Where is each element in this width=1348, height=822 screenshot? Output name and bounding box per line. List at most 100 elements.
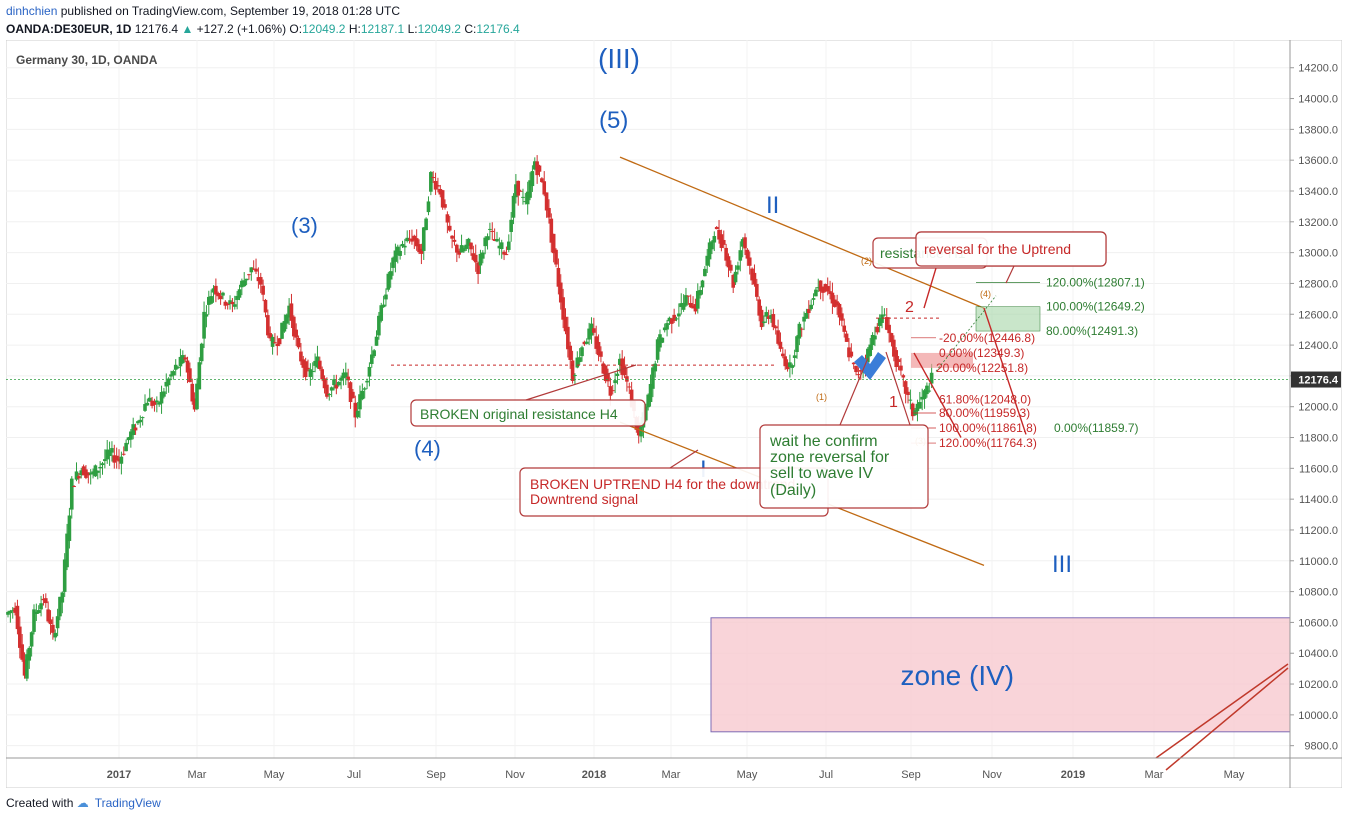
candle-body — [426, 201, 431, 213]
candle-body — [738, 250, 743, 261]
candle-body — [103, 459, 107, 462]
candle-body — [393, 250, 398, 262]
chart-area[interactable]: zone (IV) 120.00%(12807.1) 100.00%(12649.… — [5, 39, 1343, 789]
candle-body — [499, 242, 504, 250]
high-value: 12187.1 — [360, 22, 405, 36]
author-link[interactable]: dinhchien — [6, 4, 58, 18]
candle-body — [790, 365, 795, 368]
candle-body — [719, 234, 724, 248]
fib-level-label: -20.00%(12446.8) — [939, 331, 1035, 345]
candle-body — [757, 299, 761, 316]
candle-body — [736, 265, 740, 270]
candle-body — [384, 294, 388, 300]
candle-body — [764, 312, 769, 317]
candle-body — [214, 285, 218, 295]
candle-body — [464, 244, 469, 249]
candle-body — [204, 314, 209, 317]
x-tick-label: 2019 — [1061, 769, 1085, 781]
candle-body — [65, 533, 69, 568]
candle-body — [653, 363, 658, 372]
candle-body — [733, 271, 738, 283]
tradingview-link[interactable]: TradingView — [94, 796, 161, 810]
candle-body — [74, 471, 79, 480]
candle-body — [147, 397, 152, 402]
candle-body — [563, 316, 568, 332]
candle-body — [589, 323, 594, 336]
callout-wait-confirm — [759, 424, 929, 509]
candle-body — [922, 390, 927, 399]
last-price-label: 12176.4 — [1298, 375, 1339, 387]
candle-body — [537, 165, 542, 172]
candle-body — [374, 336, 379, 346]
candle-body — [688, 302, 693, 308]
candle-body — [544, 192, 549, 211]
candle-body — [114, 455, 119, 461]
candle-body — [627, 386, 632, 388]
candle-body — [221, 292, 225, 296]
candle-body — [875, 326, 880, 333]
candle-body — [235, 295, 239, 300]
candle-body — [528, 180, 532, 198]
candle-body — [844, 333, 849, 342]
candle-body — [509, 219, 513, 232]
candle-body — [540, 178, 544, 183]
candle-body — [369, 354, 374, 364]
candle-body — [816, 287, 821, 289]
candle-body — [358, 394, 362, 410]
candle-body — [570, 360, 575, 381]
candle-body — [244, 278, 249, 281]
candle-body — [62, 559, 67, 592]
candle-body — [910, 403, 915, 417]
x-tick-label: Jul — [819, 769, 833, 781]
candle-body — [821, 287, 825, 293]
candle-body — [398, 250, 402, 256]
fib-level-label: 20.00%(12251.8) — [936, 361, 1028, 375]
candle-body — [459, 245, 464, 253]
candle-body — [731, 274, 736, 288]
candle-body — [121, 453, 126, 455]
candle-body — [419, 248, 424, 254]
candle-body — [429, 172, 433, 192]
candle-body — [296, 337, 301, 348]
price-chart[interactable]: zone (IV) 120.00%(12807.1) 100.00%(12649.… — [5, 39, 1343, 789]
candle-body — [471, 253, 476, 260]
candle-body — [769, 315, 773, 319]
candle-body — [386, 273, 391, 290]
candle-body — [202, 311, 206, 339]
candle-body — [332, 379, 336, 386]
zone-trend-line — [1165, 667, 1289, 771]
candle-body — [740, 239, 745, 247]
candle-body — [15, 605, 20, 630]
callout-sell-text: sell to wave IV — [770, 465, 873, 482]
candle-body — [188, 368, 192, 383]
candle-body — [672, 314, 676, 321]
y-tick-label: 10000.0 — [1298, 710, 1338, 722]
candle-body — [809, 304, 813, 310]
x-tick-label: 2018 — [582, 769, 606, 781]
open-value: 12049.2 — [302, 22, 346, 36]
candle-body — [755, 283, 759, 297]
candle-body — [615, 373, 620, 376]
candle-body — [13, 607, 17, 613]
fib-red-zone — [911, 352, 973, 368]
x-tick-label: Sep — [901, 769, 921, 781]
fib-level-label: 80.00%(12491.3) — [1046, 324, 1138, 338]
candle-body — [530, 171, 535, 187]
candle-body — [320, 369, 324, 380]
candle-body — [644, 406, 648, 421]
candle-body — [601, 363, 606, 374]
candle-body — [492, 239, 497, 241]
candle-body — [289, 303, 294, 321]
candle-body — [145, 402, 150, 406]
candle-body — [551, 233, 556, 254]
candle-body — [592, 328, 596, 333]
callout-pointer — [669, 449, 699, 469]
candle-body — [693, 304, 698, 312]
candle-body — [525, 191, 530, 205]
candle-body — [502, 251, 506, 255]
candle-body — [662, 327, 667, 331]
candle-body — [929, 372, 934, 384]
candle-body — [807, 308, 811, 314]
candle-body — [414, 238, 419, 247]
candle-body — [714, 227, 719, 230]
